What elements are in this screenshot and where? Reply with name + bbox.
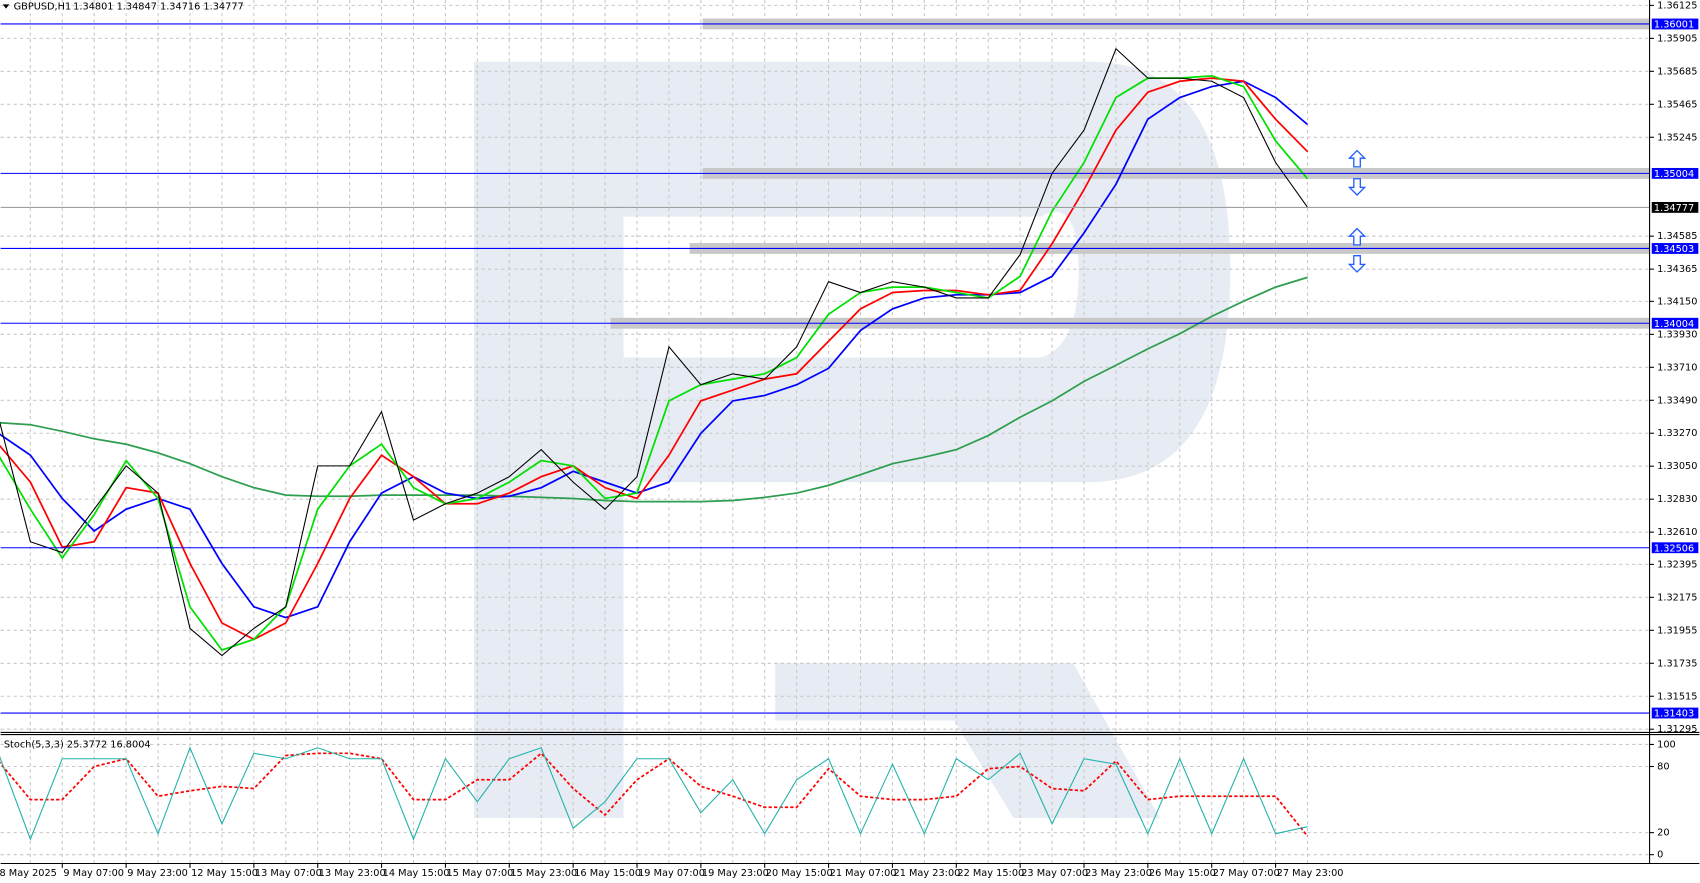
- y-tick-label: 1.32610: [1657, 527, 1697, 538]
- x-tick-label: 21 May 07:00: [830, 868, 897, 879]
- series-line: [0, 47, 1308, 657]
- x-tick-label: 19 May 07:00: [638, 868, 705, 879]
- level-label: 1.31403: [1654, 709, 1694, 720]
- y-tick-label: 1.34585: [1657, 231, 1697, 242]
- watermark-shape: [474, 61, 624, 818]
- x-tick-label: 16 May 15:00: [574, 868, 641, 879]
- series-line: [0, 752, 1309, 837]
- symbol: GBPUSD,H1: [14, 2, 72, 13]
- x-tick-label: 26 May 15:00: [1149, 868, 1216, 879]
- y-tick-label: 1.32830: [1657, 494, 1697, 505]
- y-tick-label: 1.36125: [1657, 0, 1697, 11]
- series-line: [0, 746, 1308, 841]
- x-tick-label: 20 May 15:00: [766, 868, 833, 879]
- y-tick-label: 1.33930: [1657, 329, 1697, 340]
- y-tick-label: 1.32395: [1657, 559, 1697, 570]
- y-tick-label: 1.35685: [1657, 66, 1697, 77]
- arrow-up: [1347, 149, 1367, 168]
- level-label: 1.35004: [1654, 169, 1694, 180]
- y-tick-label: 1.31955: [1657, 625, 1697, 636]
- x-tick-label: 22 May 15:00: [957, 868, 1024, 879]
- y-tick-label: 0: [1657, 850, 1663, 861]
- x-tick-label: 23 May 23:00: [1085, 868, 1152, 879]
- x-tick-label: 13 May 07:00: [255, 868, 322, 879]
- y-tick-label: 1.32175: [1657, 592, 1697, 603]
- series-line: [0, 77, 1309, 641]
- x-tick-label: 9 May 07:00: [63, 868, 124, 879]
- y-tick-label: 1.35245: [1657, 132, 1697, 143]
- y-tick-label: 1.31735: [1657, 658, 1697, 669]
- menu-triangle: [2, 4, 10, 9]
- watermark-shape: [775, 663, 1160, 818]
- x-tick-label: 9 May 23:00: [127, 868, 188, 879]
- level-label-box: [1651, 542, 1699, 554]
- x-tick-label: 14 May 15:00: [383, 868, 450, 879]
- x-tick-label: 27 May 07:00: [1213, 868, 1280, 879]
- x-tick-label: 21 May 23:00: [894, 868, 961, 879]
- level-label-box: [1651, 167, 1699, 179]
- y-tick-label: 80: [1657, 761, 1669, 772]
- x-tick-label: 23 May 07:00: [1021, 868, 1088, 879]
- y-tick-label: 20: [1657, 828, 1669, 839]
- y-tick-label: 1.31295: [1657, 724, 1697, 735]
- x-tick-label: 8 May 2025: [0, 868, 57, 879]
- x-tick-label: 12 May 15:00: [191, 868, 258, 879]
- indicator-title: Stoch(5,3,3) 25.3772 16.8004: [4, 739, 151, 750]
- y-tick-label: 1.33270: [1657, 428, 1697, 439]
- x-tick-label: 13 May 23:00: [319, 868, 386, 879]
- level-label: 1.32506: [1654, 543, 1694, 554]
- y-tick-label: 1.35465: [1657, 99, 1697, 110]
- x-tick-label: 19 May 23:00: [702, 868, 769, 879]
- y-tick-label: 1.34365: [1657, 264, 1697, 275]
- x-tick-label: 15 May 07:00: [447, 868, 514, 879]
- level-label-box: [1651, 243, 1699, 254]
- x-tick-label: 27 May 23:00: [1277, 868, 1344, 879]
- y-tick-label: 1.33490: [1657, 395, 1697, 406]
- y-tick-label: 1.35905: [1657, 33, 1697, 44]
- level-label: 1.36001: [1654, 20, 1694, 31]
- price-label-box: [1651, 201, 1699, 213]
- series-line: [0, 276, 1308, 503]
- level-label-box: [1651, 317, 1699, 329]
- y-tick-label: 1.33050: [1657, 461, 1697, 472]
- level-label: 1.34004: [1654, 319, 1694, 330]
- price-label: 1.34777: [1654, 203, 1694, 214]
- ohlc: 1.34801 1.34847 1.34716 1.34777: [73, 2, 244, 13]
- y-tick-label: 1.34150: [1657, 296, 1697, 307]
- arrow-up: [1347, 227, 1367, 246]
- y-tick-label: 100: [1657, 739, 1676, 750]
- arrows: [1347, 149, 1367, 273]
- series-line: [0, 80, 1309, 619]
- level-label-box: [1651, 707, 1699, 719]
- level-label: 1.34503: [1654, 244, 1694, 255]
- y-tick-label: 1.31515: [1657, 691, 1697, 702]
- arrow-down: [1347, 255, 1367, 273]
- y-tick-label: 1.33710: [1657, 362, 1697, 373]
- series-line: [0, 74, 1309, 652]
- x-tick-label: 15 May 23:00: [510, 868, 577, 879]
- arrow-down: [1347, 178, 1367, 196]
- level-label-box: [1651, 18, 1699, 30]
